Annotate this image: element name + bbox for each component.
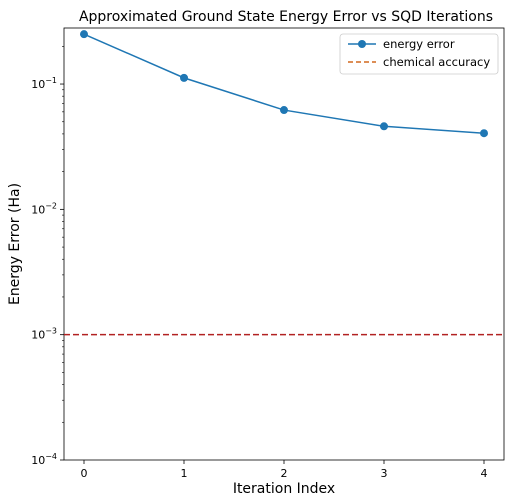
series-group bbox=[80, 30, 488, 138]
legend-box bbox=[339, 33, 499, 75]
x-axis-label: Iteration Index bbox=[233, 481, 335, 497]
y-tick-label: 10−3 bbox=[31, 327, 57, 342]
chart-title: Approximated Ground State Energy Error v… bbox=[79, 9, 493, 25]
plot-area bbox=[63, 27, 505, 461]
x-tick-label: 1 bbox=[181, 467, 188, 480]
data-point bbox=[380, 122, 388, 131]
y-tick-label: 10−2 bbox=[31, 201, 57, 216]
data-point bbox=[280, 106, 288, 115]
data-point bbox=[480, 129, 488, 138]
x-tick-label: 2 bbox=[281, 467, 288, 480]
y-tick-label: 10−1 bbox=[31, 76, 57, 91]
legend-label-energy-error: energy error bbox=[383, 37, 455, 51]
y-axis-ticks: 10−4 10−3 10−2 10−1 bbox=[31, 46, 64, 467]
x-axis-ticks: 0 1 2 3 4 bbox=[81, 460, 488, 480]
x-tick-label: 3 bbox=[381, 467, 388, 480]
data-point bbox=[180, 73, 188, 82]
y-tick-label: 10−4 bbox=[31, 452, 57, 467]
data-point bbox=[80, 30, 88, 39]
x-tick-label: 0 bbox=[81, 467, 88, 480]
y-axis-label: Energy Error (Ha) bbox=[7, 183, 23, 305]
x-tick-label: 4 bbox=[481, 467, 488, 480]
legend-marker-energy-error bbox=[358, 40, 366, 48]
legend: energy error chemical accuracy bbox=[339, 33, 499, 75]
legend-label-chemical-accuracy: chemical accuracy bbox=[383, 55, 490, 69]
